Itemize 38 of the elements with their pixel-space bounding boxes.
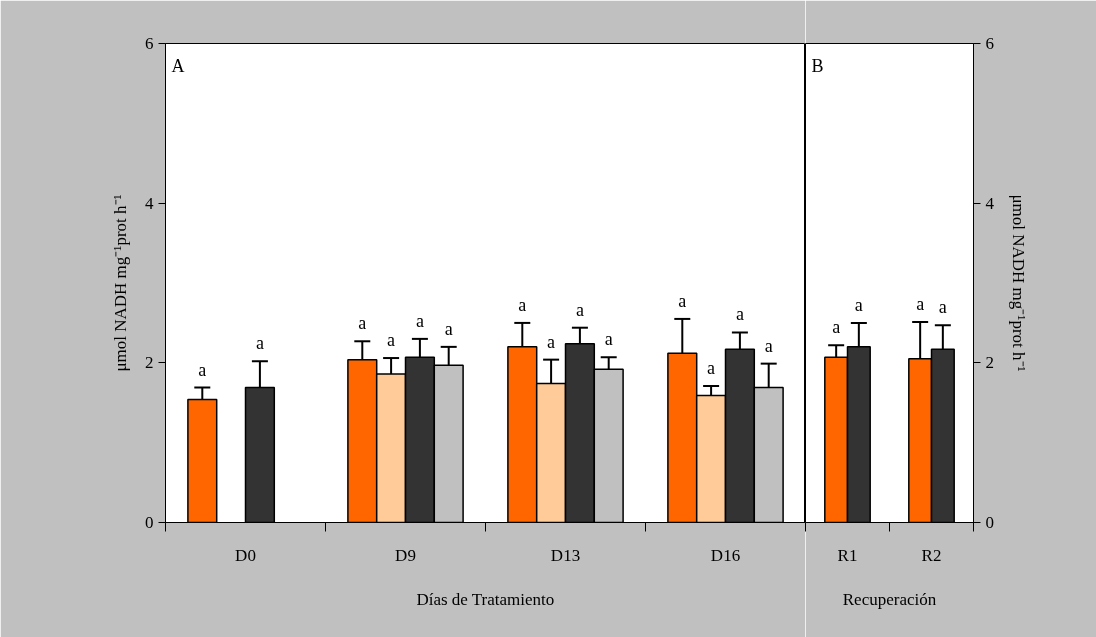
data-label: a bbox=[764, 335, 773, 356]
data-label: a bbox=[518, 294, 527, 315]
data-label: a bbox=[547, 331, 556, 352]
y-tick-label: 2 bbox=[145, 353, 154, 373]
x-tick-label: R2 bbox=[921, 545, 942, 565]
x-tick-label: D16 bbox=[710, 545, 741, 565]
annotation: B bbox=[811, 55, 824, 76]
data-label: a bbox=[415, 310, 424, 331]
y-tick-label: 0 bbox=[985, 513, 994, 532]
y-tick-label: 4 bbox=[145, 193, 154, 213]
data-label: a bbox=[916, 294, 925, 315]
data-label: a bbox=[387, 330, 396, 351]
x-tick-label: D0 bbox=[235, 545, 256, 565]
x-axis-title: Recuperación bbox=[842, 589, 937, 609]
x-tick-label: D13 bbox=[550, 545, 581, 565]
data-label: a bbox=[198, 359, 207, 380]
y-tick-label: 6 bbox=[985, 34, 994, 53]
y-axis-title: μmol NADH mg⁻¹prot h⁻¹ bbox=[111, 194, 130, 372]
data-label: a bbox=[678, 290, 687, 311]
y-axis-title: μmol NADH mg⁻¹prot h⁻¹ bbox=[1009, 194, 1028, 372]
data-label: a bbox=[735, 304, 744, 325]
data-label: a bbox=[575, 299, 584, 320]
annotation: A bbox=[171, 55, 185, 76]
y-tick-label: 6 bbox=[145, 34, 154, 53]
data-label: a bbox=[358, 313, 367, 334]
y-tick-label: 2 bbox=[985, 353, 994, 373]
data-label: a bbox=[707, 357, 716, 378]
y-tick-label: 4 bbox=[985, 193, 995, 213]
data-label: a bbox=[832, 317, 841, 338]
x-tick-label: R1 bbox=[837, 545, 858, 565]
data-label: a bbox=[444, 318, 453, 339]
data-label: a bbox=[854, 294, 863, 315]
y-tick-label: 0 bbox=[145, 513, 154, 532]
data-label: a bbox=[255, 333, 264, 354]
x-axis-title: Días de Tratamiento bbox=[416, 589, 555, 609]
data-label: a bbox=[604, 329, 613, 350]
data-label: a bbox=[938, 297, 947, 318]
x-tick-label: D9 bbox=[395, 545, 416, 565]
